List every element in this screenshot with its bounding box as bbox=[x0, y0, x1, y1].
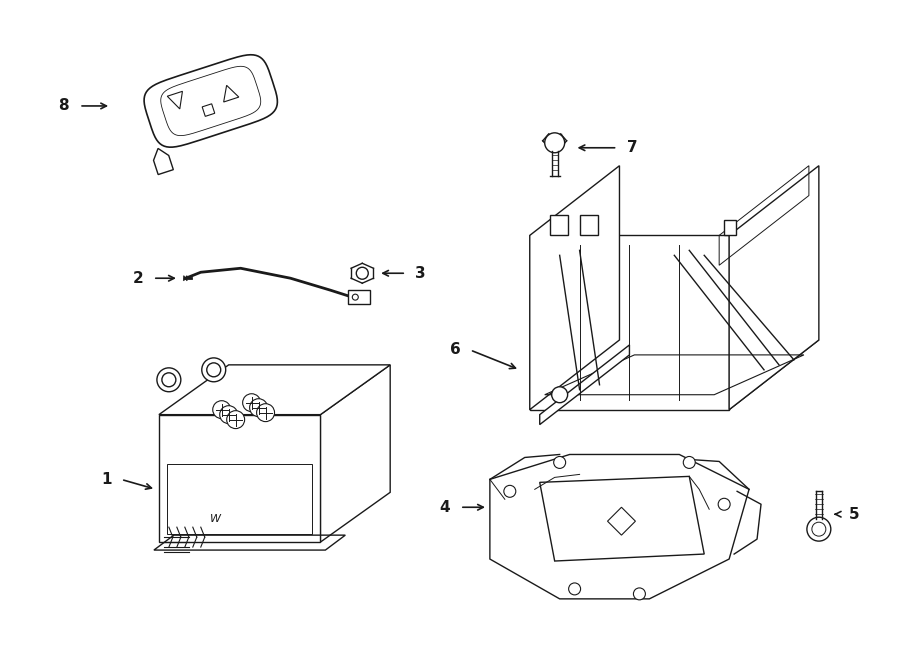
Text: 6: 6 bbox=[450, 342, 461, 358]
Circle shape bbox=[243, 394, 261, 412]
Polygon shape bbox=[144, 55, 277, 147]
Text: 1: 1 bbox=[101, 472, 112, 487]
Polygon shape bbox=[224, 85, 238, 102]
Text: 3: 3 bbox=[415, 266, 426, 281]
Bar bbox=[550, 215, 568, 235]
Circle shape bbox=[807, 517, 831, 541]
Bar bbox=[348, 290, 370, 304]
Circle shape bbox=[356, 267, 368, 279]
Polygon shape bbox=[540, 477, 704, 561]
Text: 7: 7 bbox=[627, 140, 638, 155]
Polygon shape bbox=[159, 414, 320, 542]
Text: 2: 2 bbox=[132, 271, 143, 286]
Circle shape bbox=[718, 498, 730, 510]
Text: 8: 8 bbox=[58, 98, 68, 114]
Polygon shape bbox=[320, 365, 391, 542]
Circle shape bbox=[220, 406, 238, 424]
Circle shape bbox=[683, 457, 695, 469]
Polygon shape bbox=[202, 104, 215, 116]
Polygon shape bbox=[530, 235, 729, 410]
Circle shape bbox=[504, 485, 516, 497]
Polygon shape bbox=[729, 166, 819, 410]
Circle shape bbox=[162, 373, 176, 387]
Polygon shape bbox=[530, 340, 819, 410]
Circle shape bbox=[352, 294, 358, 300]
Text: 4: 4 bbox=[440, 500, 450, 515]
Circle shape bbox=[554, 457, 565, 469]
Circle shape bbox=[634, 588, 645, 600]
Polygon shape bbox=[540, 345, 629, 424]
Bar bbox=[580, 215, 598, 235]
Text: 5: 5 bbox=[849, 507, 859, 522]
Circle shape bbox=[202, 358, 226, 382]
Circle shape bbox=[227, 410, 245, 428]
Polygon shape bbox=[490, 455, 749, 599]
Circle shape bbox=[157, 368, 181, 392]
Circle shape bbox=[812, 522, 826, 536]
Polygon shape bbox=[154, 149, 174, 175]
Text: W: W bbox=[211, 514, 221, 524]
Circle shape bbox=[569, 583, 580, 595]
Circle shape bbox=[212, 401, 230, 418]
Polygon shape bbox=[167, 91, 183, 109]
Circle shape bbox=[256, 404, 274, 422]
Polygon shape bbox=[530, 166, 619, 410]
Circle shape bbox=[544, 133, 564, 153]
Circle shape bbox=[552, 387, 568, 403]
Circle shape bbox=[249, 399, 267, 416]
Circle shape bbox=[207, 363, 220, 377]
Bar bbox=[724, 221, 736, 235]
Polygon shape bbox=[159, 365, 391, 414]
